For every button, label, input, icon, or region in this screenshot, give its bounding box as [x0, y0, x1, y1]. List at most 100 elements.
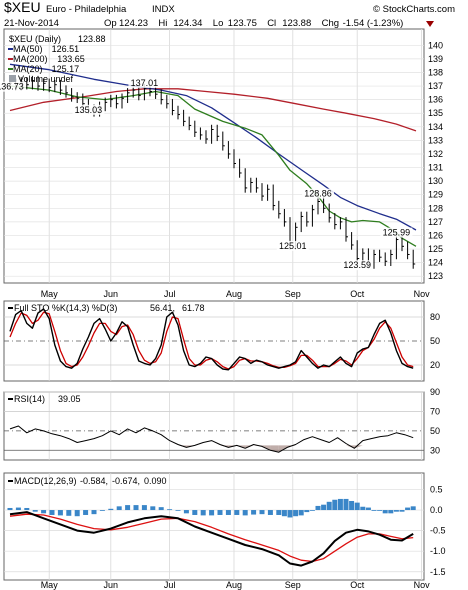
macd-panel-frame — [3, 472, 425, 581]
macd-histogram-bar — [365, 507, 371, 511]
macd-histogram-bar — [32, 510, 38, 512]
macd-histogram-bar — [410, 506, 416, 511]
macd-histogram-bar — [83, 510, 89, 515]
label-layer: May May Jun Jun Jul Jul Aug Aug Sep Sep Oct Oct Nov N… — [0, 34, 446, 590]
macd-histogram-bar — [150, 506, 156, 511]
price-tick-label: 139 — [428, 54, 443, 64]
sto-tick-label: 80 — [430, 312, 440, 322]
header-exchange: INDX — [152, 4, 175, 15]
macd-histogram-bar — [116, 506, 122, 511]
ohlc-label-hi: Hi — [158, 18, 167, 29]
macd-histogram-bar — [24, 507, 30, 511]
ma50-line — [9, 63, 417, 231]
sto-d-value: 61.78 — [182, 303, 205, 313]
ma20-line — [9, 85, 417, 247]
macd-histogram-bar — [287, 510, 293, 518]
rsi-tick-label: 30 — [430, 445, 440, 455]
legend-value-price: 123.88 — [78, 34, 106, 44]
price-tick-label: 128 — [428, 203, 443, 213]
macd-histogram-bar — [158, 507, 164, 511]
macd-histogram-bar — [41, 510, 47, 514]
macd-histogram-bar — [360, 506, 366, 511]
month-tick-label-bottom: Jun — [104, 580, 119, 590]
macd-histogram-bar — [99, 510, 105, 511]
macd-histogram-bar — [332, 499, 338, 511]
macd-histogram-bar — [377, 510, 383, 511]
rsi-title: RSI(14) — [14, 394, 45, 404]
legend-entry-volume: Volume undef — [18, 74, 74, 84]
macd-histogram-bar — [7, 507, 13, 511]
ohlc-value-hi: 124.34 — [173, 18, 202, 29]
macd-histogram-bar — [167, 509, 173, 511]
macd-histogram-bar — [382, 510, 388, 514]
macd-histogram-bar — [183, 510, 189, 514]
sto-tick-label: 20 — [430, 360, 440, 370]
macd-histogram-bar — [315, 505, 321, 511]
price-tick-label: 132 — [428, 149, 443, 159]
macd-title: MACD(12,26,9) — [14, 476, 77, 486]
macd-histogram-bar — [91, 510, 97, 515]
price-tick-label: 125 — [428, 244, 443, 254]
macd-histogram-bar — [405, 507, 411, 511]
rsi-tick-label: 70 — [430, 406, 440, 416]
sto-title: Full STO %K(14,3) %D(3) — [14, 303, 117, 313]
price-annotation: 125.01 — [279, 241, 307, 251]
month-tick-label-bottom: Jul — [164, 580, 176, 590]
month-tick-label-bottom: Oct — [350, 580, 365, 590]
month-tick-label: Oct — [350, 289, 365, 299]
price-tick-label: 123 — [428, 271, 443, 281]
rsi-oversold-fill — [287, 445, 296, 448]
annotation-bg — [128, 77, 161, 88]
price-tick-label: 138 — [428, 67, 443, 77]
macd-histogram-bar — [343, 498, 349, 511]
macd-histogram-bar — [57, 510, 63, 516]
rsi-tick-label: 90 — [430, 387, 440, 397]
macd-histogram-bar — [217, 510, 223, 515]
legend-swatch-volume — [9, 75, 16, 82]
annotation-bg — [276, 240, 309, 251]
macd-tick-label: -1.0 — [430, 546, 446, 556]
month-tick-label: Aug — [226, 289, 242, 299]
legend-entry: MA(20) — [13, 64, 43, 74]
price-annotation: 125.99 — [383, 228, 411, 238]
legend-value: 125.17 — [52, 64, 80, 74]
macd-histogram-bar — [293, 510, 299, 517]
macd-histogram-bar — [66, 510, 72, 516]
macd-histogram-bar — [200, 510, 206, 516]
macd-histogram-bar — [225, 510, 231, 515]
month-tick-label: Sep — [285, 289, 301, 299]
macd-signal-line — [9, 513, 414, 563]
macd-histogram-bar — [276, 510, 282, 515]
price-tick-label: 133 — [428, 135, 443, 145]
macd-histogram-bar — [192, 510, 198, 515]
macd-histogram-bar — [337, 498, 343, 511]
price-annotation: 136.73 — [0, 82, 24, 92]
legend-entry: MA(200) — [13, 54, 48, 64]
ohlc-value-op: 124.23 — [119, 18, 148, 29]
macd-tick-label: -0.5 — [430, 526, 446, 536]
ma200-line — [9, 88, 417, 132]
series-layer — [7, 63, 417, 567]
macd-histogram-bar — [108, 508, 114, 511]
macd-histogram-bar — [74, 510, 80, 517]
macd-histogram-bar — [133, 505, 139, 511]
macd-histogram-bar — [393, 510, 399, 512]
ohlc-label-lo: Lo — [213, 18, 224, 29]
sto-k-value: 56.41, — [150, 303, 175, 313]
header-copyright: © StockCharts.com — [373, 4, 455, 15]
header-ohlc: Op 124.23 Hi 124.34 Lo 123.75 Cl 123.88 Chg -1.54… — [104, 18, 403, 29]
price-tick-label: 129 — [428, 190, 443, 200]
month-tick-label-bottom: May — [41, 580, 59, 590]
price-tick-label: 137 — [428, 81, 443, 91]
price-tick-label: 135 — [428, 108, 443, 118]
month-tick-label-bottom: Nov — [414, 580, 431, 590]
sto-tick-label: 50 — [430, 336, 440, 346]
macd-histogram-bar — [175, 510, 181, 511]
ohlc-label-cl: Cl — [267, 18, 276, 29]
annotation-bg — [302, 188, 334, 199]
price-tick-label: 130 — [428, 176, 443, 186]
ohlc-value-cl: 123.88 — [282, 18, 311, 29]
macd-line — [9, 511, 414, 567]
sto-k-line — [9, 308, 414, 371]
macd-tick-label: 0.0 — [430, 505, 443, 515]
